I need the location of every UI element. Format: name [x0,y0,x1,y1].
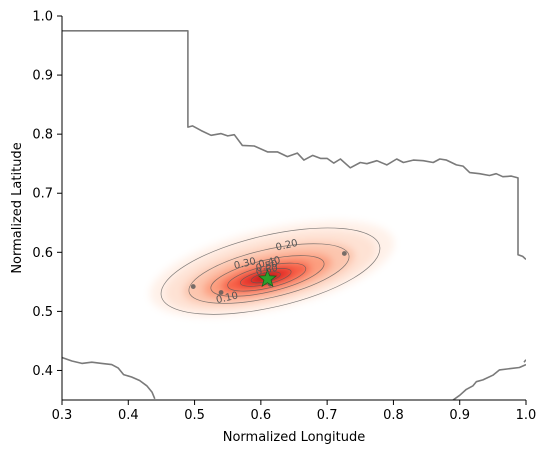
y-tick-label: 0.7 [32,187,53,202]
sample-point [190,284,196,289]
y-tick-label: 0.5 [32,305,53,320]
x-ticks: 0.3 0.4 0.5 0.6 0.7 0.8 0.9 1.0 [52,400,537,423]
contour-labels: 0.10 0.20 0.30 0.400.500.60 [215,238,299,306]
x-tick-label: 0.4 [118,408,139,423]
contour-line-1 [188,243,350,304]
contour-line-3 [227,262,307,292]
north-state-outline [62,30,526,260]
sample-point [341,251,347,256]
best-estimate-star [257,268,278,288]
contour-line-2 [210,255,325,297]
axes: 0.3 0.4 0.5 0.6 0.7 0.8 0.9 1.0 0.4 0.5 0.6 0.7 0.8… [10,10,536,446]
y-tick-label: 0.8 [32,128,53,143]
y-axis-label: Normalized Latitude [10,142,25,273]
contour-label: 0.30 [233,256,257,272]
best-estimate [257,268,278,288]
x-axis-label: Normalized Longitude [223,430,366,445]
east-edge-stub [523,359,526,363]
contour-line-4 [240,268,292,287]
x-tick-label: 0.3 [52,408,73,423]
y-tick-label: 0.9 [32,69,53,84]
density-contours [160,227,381,315]
contour-label: 0.60 [255,263,279,279]
y-tick-label: 1.0 [32,10,53,25]
contour-line-0 [160,227,381,315]
x-tick-label: 0.7 [317,408,338,423]
x-tick-label: 0.9 [449,408,470,423]
y-tick-label: 0.6 [32,246,53,261]
contour-label: 0.40 [257,255,281,271]
y-tick-label: 0.4 [32,364,53,379]
x-tick-label: 1.0 [516,408,537,423]
x-tick-label: 0.6 [251,408,272,423]
south-right-outline [452,363,526,400]
contour-label: 0.50 [255,259,279,275]
x-tick-label: 0.8 [383,408,404,423]
south-left-outline [62,356,156,400]
region-boundaries [62,30,526,400]
y-ticks: 0.4 0.5 0.6 0.7 0.8 0.9 1.0 [32,10,62,379]
x-tick-label: 0.5 [184,408,205,423]
contour-label: 0.20 [275,238,299,254]
contour-label: 0.10 [215,290,239,306]
plot-area: 0.10 0.20 0.30 0.400.500.60 [62,30,526,400]
sample-point [218,290,224,295]
